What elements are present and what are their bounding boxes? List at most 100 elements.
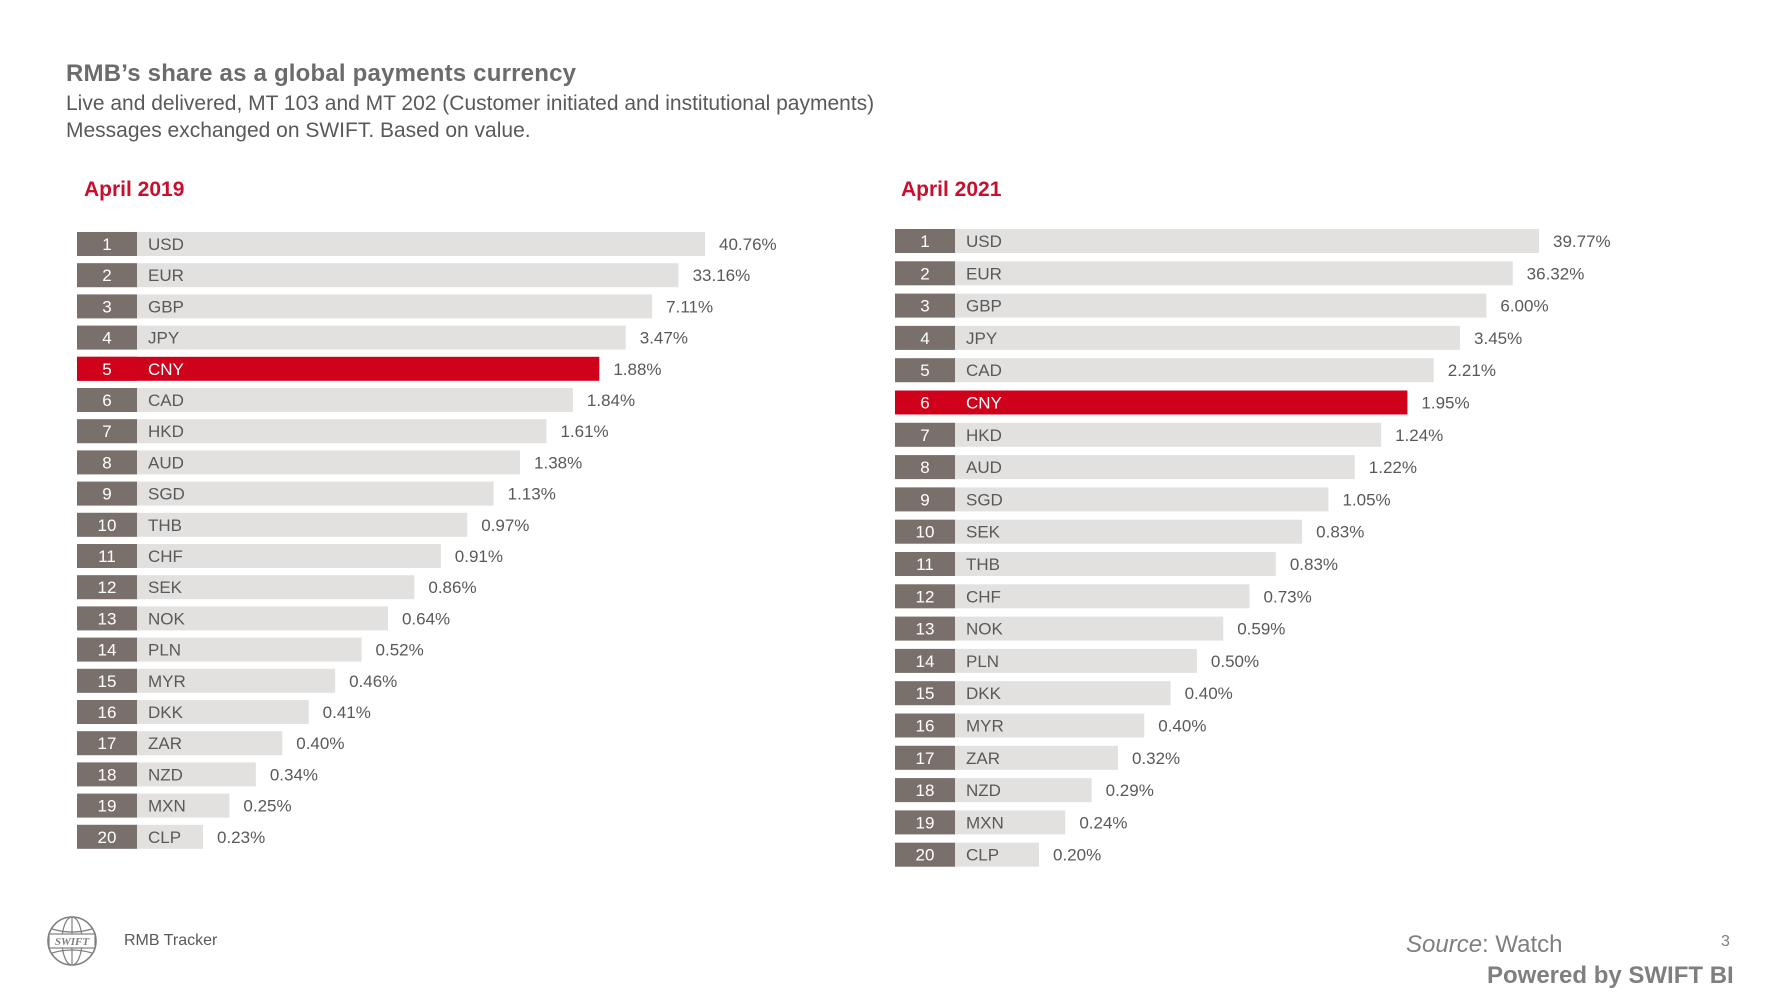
bar-row-gbp: 3 GBP 7.11% <box>77 294 713 319</box>
currency-label: NOK <box>966 620 1004 639</box>
rank-label: 9 <box>920 490 929 509</box>
currency-label: CHF <box>966 587 1001 606</box>
rank-label: 5 <box>920 361 929 380</box>
bar <box>77 512 468 537</box>
rank-box <box>895 745 955 770</box>
rank-box <box>77 294 137 319</box>
bar <box>895 455 1355 480</box>
bar-row-aud: 8 AUD 1.38% <box>77 450 582 475</box>
rank-label: 3 <box>920 297 929 316</box>
bar <box>77 544 441 568</box>
currency-label: AUD <box>966 458 1002 477</box>
bar <box>77 325 626 350</box>
rank-box <box>77 232 137 256</box>
value-label: 33.16% <box>693 266 751 285</box>
currency-label: DKK <box>148 703 184 722</box>
value-label: 0.34% <box>270 765 318 784</box>
value-label: 1.05% <box>1342 490 1390 509</box>
currency-label: GBP <box>966 297 1002 316</box>
rank-box <box>77 512 137 537</box>
currency-label: GBP <box>148 297 184 316</box>
rank-label: 15 <box>916 684 935 703</box>
rank-label: 10 <box>98 516 117 535</box>
bar-row-nok: 13 NOK 0.64% <box>77 606 450 631</box>
currency-label: SGD <box>148 485 185 504</box>
bar-row-sgd: 9 SGD 1.05% <box>895 487 1391 512</box>
bar-row-mxn: 19 MXN 0.25% <box>77 793 292 818</box>
value-label: 3.45% <box>1474 329 1522 348</box>
rank-label: 13 <box>916 620 935 639</box>
bar <box>895 390 1408 415</box>
value-label: 0.73% <box>1264 587 1312 606</box>
value-label: 1.22% <box>1369 458 1417 477</box>
rank-label: 2 <box>920 264 929 283</box>
rank-box <box>77 575 137 600</box>
value-label: 0.41% <box>323 703 371 722</box>
bar-chart-april-2019: 1 USD 40.76% 2 EUR 33.16% 3 GBP 7.11% 4 JPY 3.47% 5 C… <box>77 232 777 849</box>
bar-row-pln: 14 PLN 0.52% <box>77 637 424 662</box>
rank-label: 19 <box>98 797 117 816</box>
bar-row-nok: 13 NOK 0.59% <box>895 616 1285 641</box>
value-label: 0.83% <box>1290 555 1338 574</box>
value-label: 0.32% <box>1132 749 1180 768</box>
bar-row-clp: 20 CLP 0.20% <box>895 842 1101 867</box>
page-subtitle-line2: Messages exchanged on SWIFT. Based on va… <box>66 119 531 142</box>
bar <box>895 229 1539 253</box>
value-label: 1.84% <box>587 391 635 410</box>
bar-row-zar: 17 ZAR 0.32% <box>895 745 1180 770</box>
currency-label: NZD <box>148 765 183 784</box>
bar <box>77 294 653 319</box>
bar-row-nzd: 18 NZD 0.34% <box>77 762 318 787</box>
rank-box <box>77 325 137 350</box>
bar <box>895 487 1329 512</box>
rank-box <box>77 450 137 475</box>
rank-label: 4 <box>102 329 111 348</box>
value-label: 1.13% <box>508 485 556 504</box>
bar-row-gbp: 3 GBP 6.00% <box>895 293 1549 318</box>
bar <box>77 450 521 475</box>
rank-label: 13 <box>98 609 117 628</box>
bar-row-mxn: 19 MXN 0.24% <box>895 810 1128 835</box>
bar <box>77 419 547 444</box>
rank-label: 6 <box>920 394 929 413</box>
bar-row-chf: 12 CHF 0.73% <box>895 584 1312 609</box>
rank-label: 20 <box>98 828 117 847</box>
rank-box <box>895 519 955 544</box>
currency-label: HKD <box>966 426 1002 445</box>
bar-row-eur: 2 EUR 33.16% <box>77 263 751 288</box>
rank-box <box>895 229 955 253</box>
rank-box <box>895 552 955 576</box>
rank-box <box>77 356 137 381</box>
value-label: 3.47% <box>640 329 688 348</box>
rank-box <box>895 293 955 318</box>
rank-label: 17 <box>98 734 117 753</box>
rank-label: 8 <box>920 458 929 477</box>
rank-box <box>895 325 955 350</box>
rank-box <box>895 487 955 512</box>
bar-row-cny: 5 CNY 1.88% <box>77 356 662 381</box>
rank-label: 6 <box>102 391 111 410</box>
rank-label: 14 <box>98 641 117 660</box>
value-label: 40.76% <box>719 235 777 254</box>
currency-label: EUR <box>966 264 1002 283</box>
rank-box <box>77 668 137 693</box>
rank-label: 8 <box>102 453 111 472</box>
page-number: 3 <box>1721 933 1730 950</box>
bar-row-myr: 15 MYR 0.46% <box>77 668 397 693</box>
rank-label: 15 <box>98 672 117 691</box>
currency-label: CLP <box>148 828 181 847</box>
value-label: 0.86% <box>428 578 476 597</box>
currency-label: USD <box>148 235 184 254</box>
bar-row-pln: 14 PLN 0.50% <box>895 648 1259 673</box>
rank-box <box>77 637 137 662</box>
rank-label: 3 <box>102 297 111 316</box>
value-label: 36.32% <box>1527 264 1585 283</box>
value-label: 0.91% <box>455 547 503 566</box>
rank-box <box>895 842 955 867</box>
swift-logo-icon: SWIFT <box>47 916 97 966</box>
value-label: 0.46% <box>349 672 397 691</box>
value-label: 0.40% <box>1185 684 1233 703</box>
value-label: 1.95% <box>1421 394 1469 413</box>
bar <box>895 261 1513 286</box>
value-label: 0.20% <box>1053 846 1101 865</box>
